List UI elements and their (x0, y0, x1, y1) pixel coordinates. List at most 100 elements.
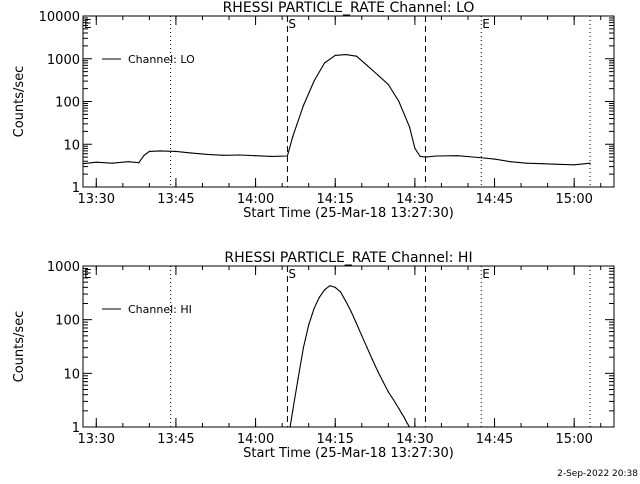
data-point (493, 158, 496, 160)
data-point (406, 422, 408, 424)
data-point (424, 156, 427, 158)
data-point (361, 335, 363, 337)
data-point (478, 156, 480, 159)
data-point (541, 163, 543, 165)
data-point (324, 289, 326, 291)
data-point (435, 155, 437, 157)
data-point (377, 370, 379, 372)
y-tick-label: 1000 (47, 53, 80, 68)
data-point (387, 391, 389, 393)
data-point (456, 155, 458, 157)
data-point (366, 347, 368, 349)
data-point (355, 322, 358, 325)
data-point (345, 54, 347, 56)
event-marker-label: S (288, 267, 296, 281)
data-point (403, 416, 405, 419)
data-point (292, 136, 294, 138)
data-point (302, 347, 304, 349)
x-tick-label: 14:30 (396, 192, 433, 207)
y-tick-label: 1 (72, 181, 80, 196)
panel-hi-channel: RHESSI PARTICLE_RATE Channel: HI 1 10 100 10… (12, 250, 615, 461)
data-point (409, 426, 411, 428)
x-tick-label: 13:45 (157, 432, 194, 447)
data-point (82, 163, 84, 165)
data-point (138, 162, 140, 164)
data-point (289, 426, 291, 428)
plot-frame (82, 265, 615, 428)
data-point (127, 161, 129, 163)
y-axis-label: Counts/sec (12, 66, 27, 138)
data-point (409, 126, 411, 128)
x-tick-label: 14:30 (396, 432, 433, 447)
data-point (313, 308, 315, 310)
x-tick-label: 14:15 (316, 432, 353, 447)
x-tick-label: 14:15 (316, 192, 353, 207)
data-point (239, 154, 241, 156)
chart-title: RHESSI PARTICLE_RATE Channel: LO (223, 0, 475, 16)
x-tick-label: 13:30 (78, 432, 115, 447)
data-point (398, 100, 400, 103)
data-point (334, 54, 336, 57)
data-point (393, 399, 395, 401)
data-point (371, 359, 373, 361)
chart-title: RHESSI PARTICLE_RATE Channel: HI (224, 250, 472, 266)
data-point (111, 162, 113, 164)
data-point (143, 154, 145, 156)
series-line (82, 54, 591, 166)
data-point (95, 161, 97, 163)
x-tick-label: 13:30 (78, 192, 115, 207)
data-point (382, 381, 384, 383)
series-line (289, 285, 411, 428)
event-marker-label: S (288, 17, 296, 31)
y-tick-label: 100 (55, 96, 80, 111)
y-tick-label: 1 (72, 421, 80, 436)
data-point (286, 155, 288, 157)
y-tick-label: 10 (63, 367, 80, 382)
data-point (387, 83, 389, 86)
data-point (334, 286, 336, 288)
data-point (223, 154, 225, 156)
data-point (175, 150, 177, 152)
data-point (345, 300, 347, 302)
footer-timestamp: 2-Sep-2022 20:38 (557, 469, 638, 479)
data-point (308, 324, 310, 326)
data-point (159, 150, 161, 152)
data-point (398, 408, 400, 410)
data-point (573, 164, 575, 166)
y-tick-label: 10000 (39, 10, 80, 25)
event-marker-label: E (84, 17, 92, 31)
data-point (302, 105, 304, 107)
x-tick-label: 15:00 (555, 192, 592, 207)
data-point (318, 296, 320, 298)
data-point (589, 162, 591, 164)
legend-entry: Channel: HI (128, 303, 192, 316)
data-point (148, 150, 150, 152)
data-point (191, 152, 193, 154)
data-point (401, 412, 403, 414)
data-point (350, 311, 352, 313)
panel-lo-channel: RHESSI PARTICLE_RATE Channel: LO 1 10 100 10… (12, 0, 615, 221)
data-point (292, 410, 294, 412)
data-point (297, 377, 299, 380)
event-marker-label: E (482, 267, 490, 281)
data-point (377, 74, 379, 76)
data-point (525, 162, 528, 164)
plot-frame (82, 15, 615, 188)
data-point (313, 80, 315, 82)
x-tick-label: 15:00 (555, 432, 592, 447)
x-tick-label: 14:00 (237, 432, 274, 447)
data-point (270, 155, 273, 157)
data-point (419, 155, 421, 157)
y-axis-label: Counts/sec (12, 311, 27, 383)
event-marker-label: E (482, 17, 490, 31)
data-point (339, 291, 342, 293)
data-point (509, 161, 512, 163)
x-tick-label: 14:45 (476, 192, 513, 207)
data-point (355, 55, 358, 57)
y-tick-label: 100 (55, 314, 80, 329)
data-point (207, 153, 209, 155)
x-tick-label: 14:45 (476, 432, 513, 447)
data-point (557, 163, 559, 165)
